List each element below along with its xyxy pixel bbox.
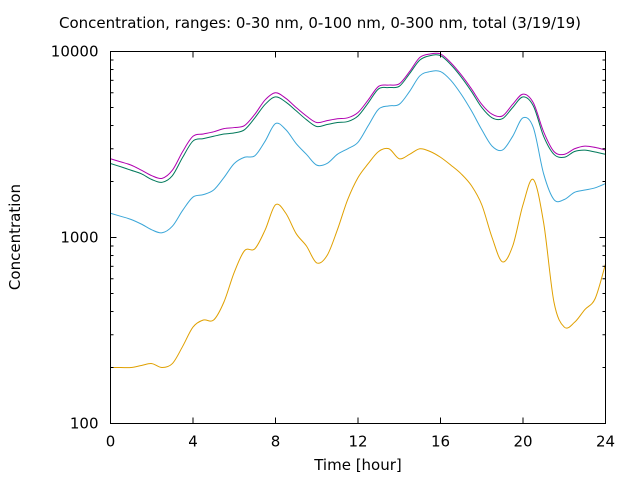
y-tick-label: 10000 — [51, 43, 99, 61]
series-line-2 — [110, 54, 606, 183]
x-tick-label: 4 — [188, 433, 198, 451]
x-tick-label: 24 — [596, 433, 615, 451]
x-tick-label: 20 — [513, 433, 532, 451]
chart-title: Concentration, ranges: 0-30 nm, 0-100 nm… — [59, 14, 581, 32]
series-layer — [110, 52, 606, 369]
x-tick-label: 12 — [348, 433, 367, 451]
ticks-layer: 0 4 8 12 16 20 24 100 1000 10000 — [51, 43, 615, 451]
plot-frame — [110, 51, 606, 424]
y-axis-label: Concentration — [6, 183, 24, 291]
x-tick-label: 16 — [431, 433, 450, 451]
series-line-4 — [110, 147, 606, 369]
x-tick-label: 0 — [106, 433, 116, 451]
series-line-3 — [110, 70, 606, 234]
series-line-1 — [110, 52, 606, 180]
x-axis-label: Time [hour] — [314, 456, 402, 474]
y-tick-label: 100 — [70, 415, 99, 433]
x-tick-label: 8 — [271, 433, 281, 451]
y-tick-label: 1000 — [60, 229, 98, 247]
